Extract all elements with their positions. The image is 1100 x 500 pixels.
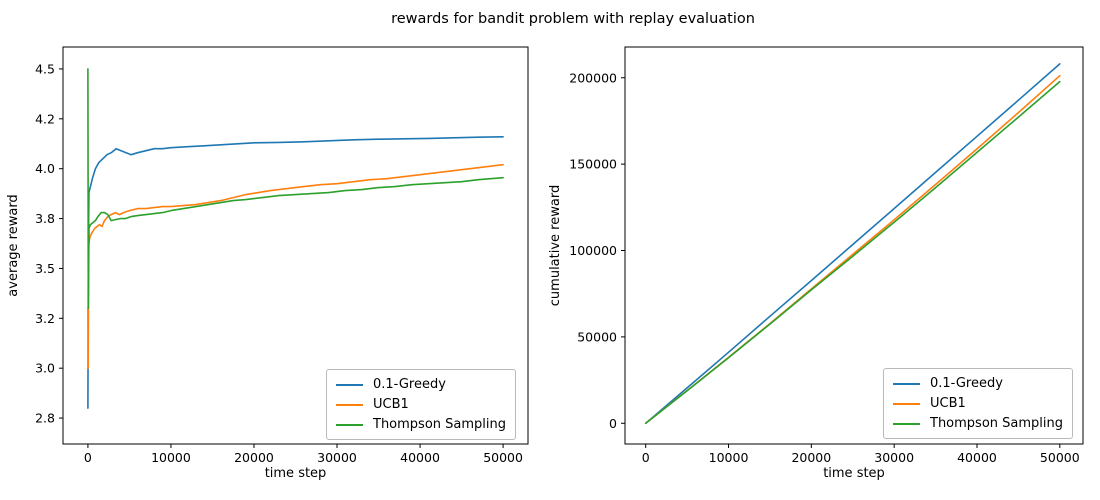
legend-entry-0.1-Greedy: 0.1-Greedy <box>893 376 1063 391</box>
legend-line-sample <box>893 402 920 405</box>
series-lines <box>644 63 1061 425</box>
series-lines <box>87 68 504 409</box>
series-line-Thompson Sampling <box>87 68 504 310</box>
series-line-0.1-Greedy <box>644 63 1061 425</box>
x-tick-label: 10000 <box>709 450 749 465</box>
y-tick-label: 0 <box>609 416 617 431</box>
y-tick-label: 4.2 <box>35 111 55 126</box>
x-axis-label: time step <box>823 466 885 481</box>
x-axis-label: time step <box>265 466 327 481</box>
x-tick-label: 50000 <box>1040 450 1080 465</box>
figure-title: rewards for bandit problem with replay e… <box>391 11 755 27</box>
legend-average-reward: 0.1-Greedy UCB1 Thompson Sampling <box>326 369 516 440</box>
y-tick-label: 4.5 <box>35 61 55 76</box>
x-tick-label: 0 <box>84 450 92 465</box>
x-tick-label: 30000 <box>874 450 914 465</box>
legend-line-sample <box>893 422 920 425</box>
legend-line-sample <box>336 383 363 386</box>
legend-entry-Thompson Sampling: Thompson Sampling <box>336 417 506 432</box>
legend-label: 0.1-Greedy <box>373 377 446 392</box>
legend-label: UCB1 <box>373 397 409 412</box>
legend-label: UCB1 <box>930 396 966 411</box>
y-tick-label: 2.8 <box>35 411 55 426</box>
legend-entry-0.1-Greedy: 0.1-Greedy <box>336 377 506 392</box>
legend-label: Thompson Sampling <box>373 417 506 432</box>
y-tick-label: 3.2 <box>35 311 55 326</box>
subplot-cumulative-reward-plot: 0 10000 20000 30000 40000 50000 0 50000 100000 15… <box>548 46 1084 481</box>
y-tick-label: 50000 <box>577 329 617 344</box>
legend-entry-UCB1: UCB1 <box>893 396 1063 411</box>
legend-line-sample <box>893 382 920 385</box>
legend-line-sample <box>336 423 363 426</box>
legend-entry-UCB1: UCB1 <box>336 397 506 412</box>
x-tick-label: 50000 <box>483 450 523 465</box>
x-tick-label: 30000 <box>317 450 357 465</box>
y-tick-label: 200000 <box>569 70 617 85</box>
x-tick-label: 10000 <box>151 450 191 465</box>
y-tick-label: 3.8 <box>35 211 55 226</box>
y-axis-label: average reward <box>6 194 21 296</box>
legend-label: 0.1-Greedy <box>930 376 1003 391</box>
y-tick-label: 3.5 <box>35 261 55 276</box>
subplot-average-reward-plot: 0 10000 20000 30000 40000 50000 2.8 3.0 3.2 3.5 3.… <box>6 46 529 481</box>
x-tick-label: 20000 <box>234 450 274 465</box>
series-line-Thompson Sampling <box>644 80 1061 425</box>
axes-frame <box>624 46 1084 445</box>
y-tick-label: 100000 <box>569 243 617 258</box>
y-tick-label: 4.0 <box>35 161 55 176</box>
y-tick-label: 3.0 <box>35 361 55 376</box>
legend-cumulative-reward: 0.1-Greedy UCB1 Thompson Sampling <box>883 368 1073 439</box>
x-tick-label: 40000 <box>400 450 440 465</box>
series-line-UCB1 <box>87 163 504 370</box>
legend-label: Thompson Sampling <box>930 416 1063 431</box>
x-tick-label: 20000 <box>791 450 831 465</box>
series-line-0.1-Greedy <box>87 136 504 409</box>
x-tick-label: 40000 <box>957 450 997 465</box>
legend-entry-Thompson Sampling: Thompson Sampling <box>893 416 1063 431</box>
axes-frame <box>62 46 529 445</box>
x-tick-label: 0 <box>642 450 650 465</box>
legend-line-sample <box>336 403 363 406</box>
y-axis-label: cumulative reward <box>548 185 563 306</box>
y-tick-label: 150000 <box>569 157 617 172</box>
